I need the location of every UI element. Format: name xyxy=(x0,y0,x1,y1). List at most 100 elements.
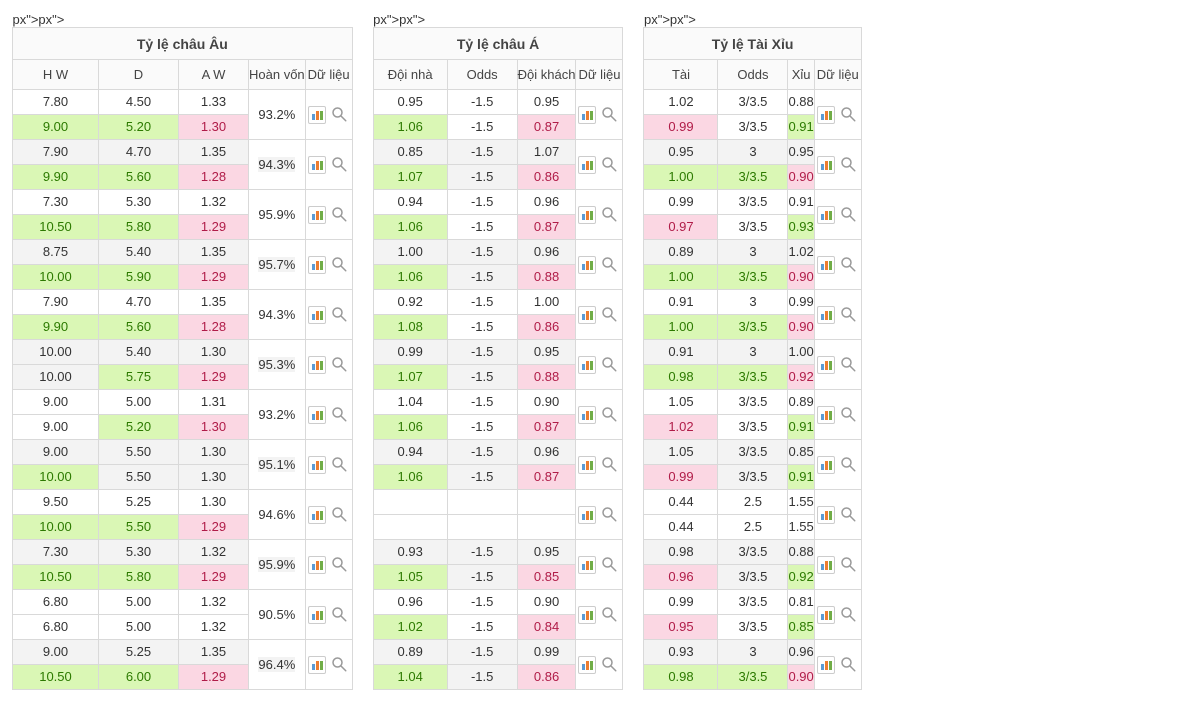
chart-icon[interactable] xyxy=(578,506,596,524)
euro-d-live: 5.50 xyxy=(99,515,178,539)
magnify-icon[interactable] xyxy=(600,105,620,125)
chart-icon[interactable] xyxy=(817,106,835,124)
magnify-icon[interactable] xyxy=(600,655,620,675)
chart-icon[interactable] xyxy=(308,556,326,574)
chart-icon[interactable] xyxy=(817,356,835,374)
magnify-icon[interactable] xyxy=(839,205,859,225)
euro-aw-open: 1.35 xyxy=(179,640,248,664)
magnify-icon[interactable] xyxy=(600,605,620,625)
chart-icon[interactable] xyxy=(578,356,596,374)
asia-odds-open: -1.5 xyxy=(448,190,517,214)
chart-icon[interactable] xyxy=(308,356,326,374)
chart-icon[interactable] xyxy=(578,656,596,674)
chart-icon[interactable] xyxy=(817,506,835,524)
chart-icon[interactable] xyxy=(578,106,596,124)
chart-icon[interactable] xyxy=(308,656,326,674)
column-header: Odds xyxy=(447,60,517,90)
magnify-icon[interactable] xyxy=(330,105,350,125)
chart-icon[interactable] xyxy=(578,556,596,574)
magnify-icon[interactable] xyxy=(600,405,620,425)
table-row: 0.95-1.50.95 xyxy=(373,90,623,115)
chart-icon[interactable] xyxy=(308,306,326,324)
chart-icon[interactable] xyxy=(308,506,326,524)
chart-icon[interactable] xyxy=(308,106,326,124)
magnify-icon[interactable] xyxy=(330,205,350,225)
magnify-icon[interactable] xyxy=(330,305,350,325)
chart-icon[interactable] xyxy=(817,456,835,474)
table-row: 6.805.001.3290.5% xyxy=(13,590,353,615)
euro-aw-live: 1.29 xyxy=(179,515,248,539)
magnify-icon[interactable] xyxy=(600,455,620,475)
asia-home-open: 0.94 xyxy=(374,190,447,214)
ou-under-open: 0.99 xyxy=(788,290,813,314)
chart-icon[interactable] xyxy=(578,306,596,324)
magnify-icon[interactable] xyxy=(839,355,859,375)
chart-icon[interactable] xyxy=(578,606,596,624)
table-row: 0.99-1.50.95 xyxy=(373,340,623,365)
ou-under-live: 0.85 xyxy=(788,615,813,639)
asia-home-open: 0.94 xyxy=(374,440,447,464)
ou-odds-open: 3 xyxy=(718,290,787,314)
chart-icon[interactable] xyxy=(817,256,835,274)
table-row: 0.93-1.50.95 xyxy=(373,540,623,565)
chart-icon[interactable] xyxy=(817,556,835,574)
magnify-icon[interactable] xyxy=(839,155,859,175)
euro-hw-live: 10.50 xyxy=(13,215,98,239)
magnify-icon[interactable] xyxy=(839,505,859,525)
magnify-icon[interactable] xyxy=(839,555,859,575)
magnify-icon[interactable] xyxy=(600,205,620,225)
chart-icon[interactable] xyxy=(817,606,835,624)
chart-icon[interactable] xyxy=(308,156,326,174)
euro-hw-live: 10.00 xyxy=(13,465,98,489)
magnify-icon[interactable] xyxy=(330,355,350,375)
chart-icon[interactable] xyxy=(578,406,596,424)
chart-icon[interactable] xyxy=(578,456,596,474)
magnify-icon[interactable] xyxy=(600,155,620,175)
chart-icon[interactable] xyxy=(578,206,596,224)
magnify-icon[interactable] xyxy=(330,505,350,525)
magnify-icon[interactable] xyxy=(330,455,350,475)
ou-odds-open: 3/3.5 xyxy=(718,90,787,114)
magnify-icon[interactable] xyxy=(839,305,859,325)
chart-icon[interactable] xyxy=(817,306,835,324)
ou-odds-live: 3/3.5 xyxy=(718,565,787,589)
asia-home-live: 1.05 xyxy=(374,565,447,589)
magnify-icon[interactable] xyxy=(600,255,620,275)
chart-icon[interactable] xyxy=(817,206,835,224)
chart-icon[interactable] xyxy=(578,256,596,274)
euro-d-open: 5.30 xyxy=(99,190,178,214)
table-row: 1.053/3.50.85 xyxy=(644,440,861,465)
magnify-icon[interactable] xyxy=(330,605,350,625)
chart-icon[interactable] xyxy=(308,456,326,474)
column-header: Dữ liệu xyxy=(814,60,861,90)
magnify-icon[interactable] xyxy=(839,405,859,425)
table-row: 0.89-1.50.99 xyxy=(373,640,623,665)
chart-icon[interactable] xyxy=(817,156,835,174)
chart-icon[interactable] xyxy=(308,256,326,274)
magnify-icon[interactable] xyxy=(330,555,350,575)
magnify-icon[interactable] xyxy=(600,355,620,375)
ou-over-live: 1.00 xyxy=(644,165,717,189)
asia-odds-open: -1.5 xyxy=(448,140,517,164)
magnify-icon[interactable] xyxy=(839,605,859,625)
magnify-icon[interactable] xyxy=(839,255,859,275)
chart-icon[interactable] xyxy=(308,606,326,624)
magnify-icon[interactable] xyxy=(600,305,620,325)
euro-d-open: 5.50 xyxy=(99,440,178,464)
chart-icon[interactable] xyxy=(308,206,326,224)
chart-icon[interactable] xyxy=(817,406,835,424)
magnify-icon[interactable] xyxy=(330,405,350,425)
magnify-icon[interactable] xyxy=(839,655,859,675)
chart-icon[interactable] xyxy=(817,656,835,674)
magnify-icon[interactable] xyxy=(330,655,350,675)
magnify-icon[interactable] xyxy=(330,255,350,275)
magnify-icon[interactable] xyxy=(839,105,859,125)
magnify-icon[interactable] xyxy=(330,155,350,175)
chart-icon[interactable] xyxy=(578,156,596,174)
magnify-icon[interactable] xyxy=(600,505,620,525)
euro-hw-live: 9.00 xyxy=(13,115,98,139)
magnify-icon[interactable] xyxy=(600,555,620,575)
magnify-icon[interactable] xyxy=(839,455,859,475)
ou-over-open: 1.05 xyxy=(644,440,717,464)
chart-icon[interactable] xyxy=(308,406,326,424)
